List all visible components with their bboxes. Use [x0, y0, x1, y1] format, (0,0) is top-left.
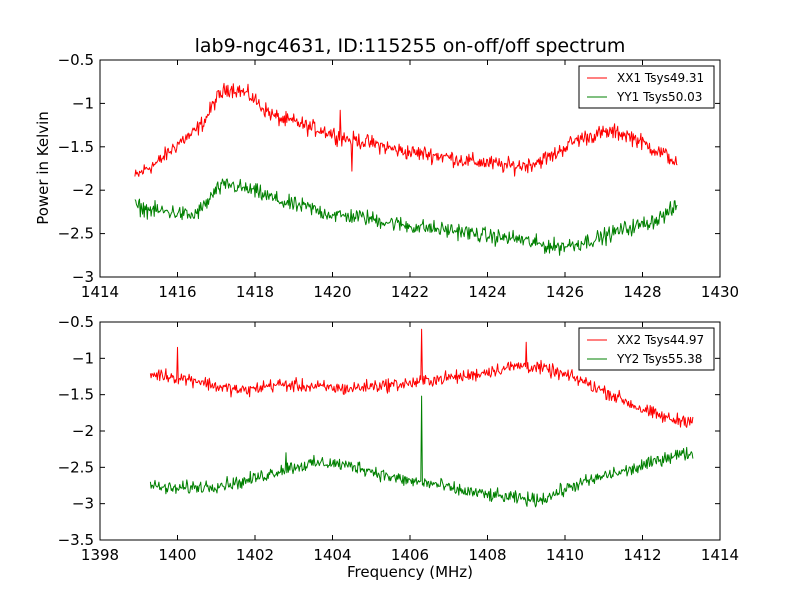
- y-tick-label: −2.5: [58, 225, 94, 243]
- x-tick-label: 1408: [468, 546, 506, 564]
- x-tick-label: 1410: [546, 546, 584, 564]
- x-tick-label: 1418: [236, 283, 274, 301]
- plot-area: [134, 82, 678, 256]
- y-tick-label: −2.5: [58, 458, 94, 476]
- legend-entry: XX1 Tsys49.31: [617, 71, 704, 85]
- y-axis-label: Power in Kelvin: [34, 111, 52, 225]
- y-tick-label: −1.5: [58, 138, 94, 156]
- legend-entry: YY1 Tsys50.03: [616, 90, 702, 104]
- x-tick-label: 1424: [468, 283, 506, 301]
- x-tick-label: 1402: [236, 546, 274, 564]
- legend-entry: YY2 Tsys55.38: [616, 352, 702, 366]
- figure-title: lab9-ngc4631, ID:115255 on-off/off spect…: [195, 35, 626, 57]
- x-tick-label: 1416: [158, 283, 196, 301]
- series-line-yy2: [149, 395, 694, 508]
- x-tick-label: 1400: [158, 546, 196, 564]
- legend-box: [578, 327, 715, 371]
- y-tick-label: −0.5: [58, 51, 94, 69]
- series-line-xx1: [134, 82, 678, 177]
- y-tick-label: −1: [72, 94, 94, 112]
- y-tick-label: −2: [72, 181, 94, 199]
- x-tick-label: 1398: [81, 546, 119, 564]
- x-tick-label: 1414: [81, 283, 119, 301]
- x-tick-label: 1404: [313, 546, 351, 564]
- y-tick-label: −3: [72, 495, 94, 513]
- y-tick-label: −2: [72, 422, 94, 440]
- legend: XX2 Tsys44.97 YY2 Tsys55.38: [578, 327, 715, 371]
- x-tick-label: 1428: [623, 283, 661, 301]
- legend-entry: XX2 Tsys44.97: [617, 333, 704, 347]
- bottom-panel: 1398 1400 1402 1404 1406 1408 1410 1412 1414 −0.5…: [58, 313, 740, 564]
- x-tick-label: 1412: [623, 546, 661, 564]
- x-tick-label: 1406: [391, 546, 429, 564]
- x-tick-label: 1422: [391, 283, 429, 301]
- legend-box: [578, 65, 715, 109]
- x-tick-label: 1426: [546, 283, 584, 301]
- y-tick-label: −0.5: [58, 313, 94, 331]
- x-tick-label: 1430: [701, 283, 739, 301]
- top-panel: 1414 1416 1418 1420 1422 1424 1426 1428 1430 −0.5…: [58, 51, 740, 301]
- series-line-xx2: [149, 328, 694, 428]
- plot-area: [149, 328, 694, 508]
- x-tick-label: 1420: [313, 283, 351, 301]
- series-line-yy1: [134, 178, 678, 256]
- y-tick-label: −1.5: [58, 386, 94, 404]
- x-axis-label: Frequency (MHz): [347, 563, 473, 581]
- y-tick-label: −3.5: [58, 531, 94, 549]
- y-tick-label: −1: [72, 349, 94, 367]
- legend: XX1 Tsys49.31 YY1 Tsys50.03: [578, 65, 715, 109]
- y-tick-label: −3: [72, 268, 94, 286]
- x-tick-label: 1414: [701, 546, 739, 564]
